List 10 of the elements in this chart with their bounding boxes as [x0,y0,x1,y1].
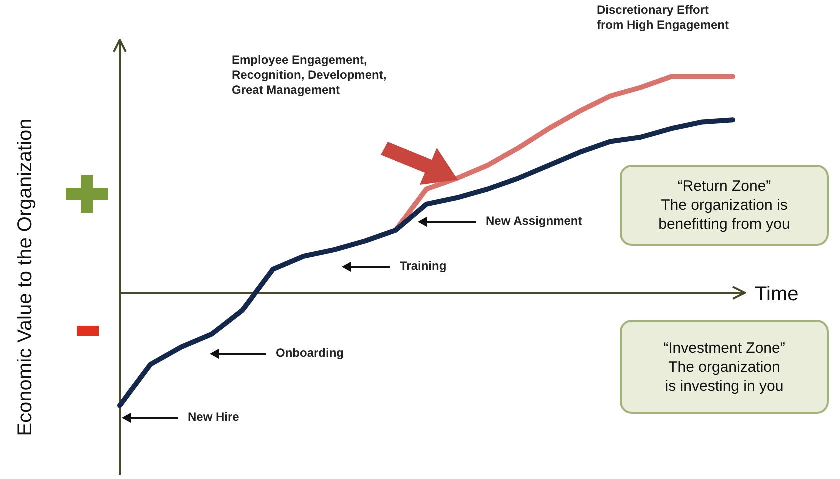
annotation: Employee Engagement, Recognition, Development, Great Management [232,53,387,98]
annotation: New Assignment [486,214,582,229]
x-axis-title: Time [755,284,799,306]
annotation: Onboarding [276,346,344,361]
note-box: “Return Zone” The organization is benefitting from you [620,165,829,246]
text: New Hire [188,410,240,425]
annotation: Training [400,259,447,274]
y-axis-title: Economic Value to the Organization [14,118,37,436]
text: Discretionary Effort from High Engagement [597,3,730,33]
note-box: “Investment Zone” The organization is investing in you [620,320,829,414]
